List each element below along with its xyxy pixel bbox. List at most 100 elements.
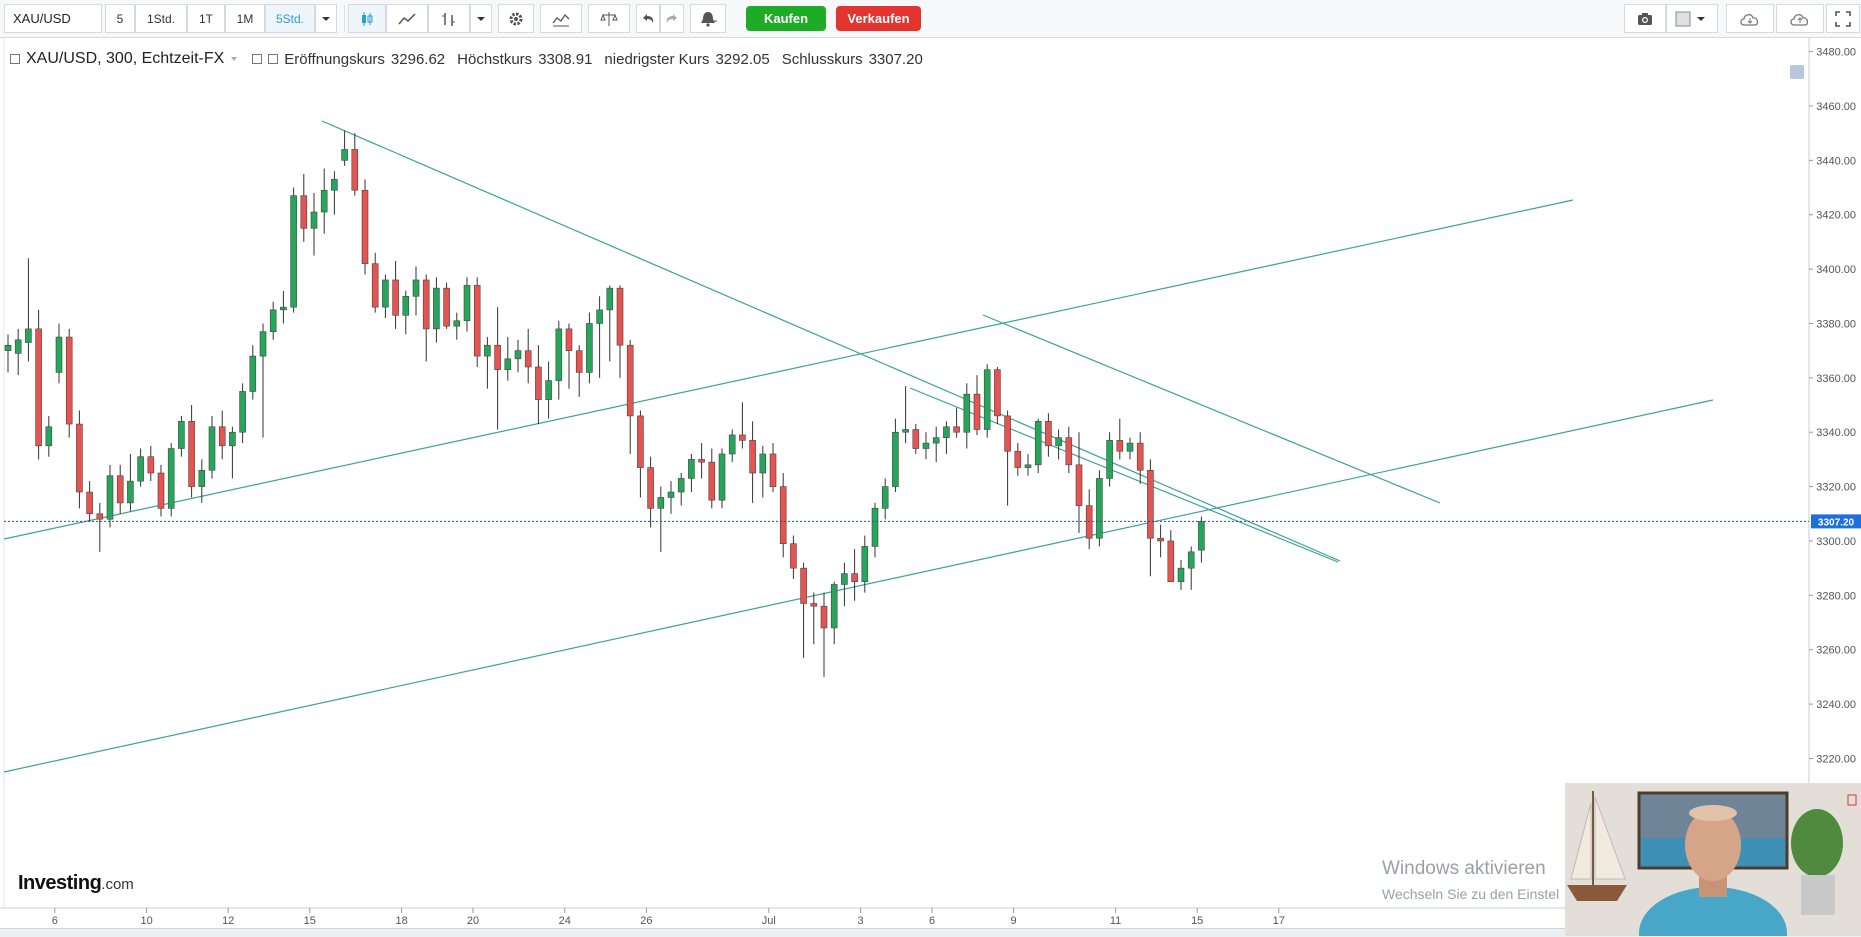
candle — [1055, 429, 1062, 460]
candle — [137, 448, 144, 487]
interval-1m-button[interactable]: 1M — [225, 4, 265, 33]
candle — [55, 323, 63, 384]
x-tick-label: 18 — [395, 915, 407, 927]
candle-body-up — [1198, 521, 1205, 551]
undo-button[interactable] — [636, 4, 660, 33]
candle — [1065, 426, 1073, 473]
high-value: 3308.91 — [538, 50, 593, 68]
interval-5-button[interactable]: 5 — [105, 4, 135, 33]
investing-logo: Investing.com — [18, 872, 134, 895]
settings-small-icon[interactable] — [268, 54, 279, 64]
candle-body-down — [147, 456, 155, 474]
y-tick-label: 3460.00 — [1816, 101, 1856, 113]
candle-body-up — [259, 331, 267, 357]
interval-5h-button[interactable]: 5Std. — [265, 4, 315, 33]
line-chart-icon — [398, 12, 416, 24]
interval-dropdown-button[interactable] — [315, 4, 337, 33]
candle-body-down — [86, 491, 93, 515]
cloud-save-button[interactable] — [1776, 4, 1824, 33]
bar-style-button[interactable] — [428, 4, 470, 33]
candle — [229, 426, 236, 479]
y-tick-label: 3220.00 — [1816, 753, 1856, 765]
interval-1h-button[interactable]: 1Std. — [135, 4, 187, 33]
indicators-icon — [552, 13, 570, 26]
candle — [1177, 560, 1185, 590]
x-tick-label: 12 — [222, 915, 234, 927]
price-chart[interactable]: 3180.003200.003220.003240.003260.003280.… — [0, 38, 1861, 928]
candle — [739, 402, 746, 449]
candle — [1085, 489, 1093, 550]
color-picker-button[interactable] — [1666, 4, 1718, 33]
candle-body-up — [137, 456, 144, 482]
bar-style-icon — [442, 12, 455, 26]
snapshot-button[interactable] — [1624, 4, 1666, 33]
candle-body-down — [790, 543, 797, 569]
alert-icon — [701, 11, 717, 27]
candle-body-down — [1004, 415, 1011, 452]
compare-button[interactable] — [588, 4, 630, 33]
candle-body-up — [178, 421, 185, 449]
candle — [769, 443, 777, 493]
candle — [677, 473, 685, 506]
settings-icon — [509, 12, 523, 25]
candle-body-up — [555, 328, 563, 381]
candle-body-down — [820, 605, 828, 629]
candle — [759, 445, 767, 498]
color-square-icon — [1675, 11, 1691, 26]
candle — [35, 309, 42, 460]
style-dropdown-button[interactable] — [470, 4, 492, 33]
y-tick-label: 3320.00 — [1816, 482, 1856, 494]
trendline-descending-major[interactable] — [321, 120, 1341, 562]
candle — [45, 415, 53, 457]
candle-body-up — [963, 393, 971, 433]
redo-button[interactable] — [660, 4, 684, 33]
presenter-video — [1565, 783, 1861, 936]
candle — [320, 168, 328, 234]
trendline-channel-upper[interactable] — [3, 199, 1574, 540]
candle-body-up — [412, 279, 420, 297]
candle — [943, 421, 950, 454]
buy-button[interactable]: Kaufen — [746, 6, 826, 31]
candle — [494, 307, 501, 430]
candle-body-down — [188, 421, 195, 487]
settings-button[interactable] — [498, 4, 534, 33]
candle — [637, 410, 644, 498]
candle-body-down — [698, 459, 705, 463]
visibility-icon[interactable] — [252, 54, 263, 64]
candle-body-down — [769, 453, 777, 487]
candle-body-down — [1167, 540, 1175, 583]
candle-body-down — [851, 573, 858, 583]
alert-button[interactable] — [690, 4, 726, 33]
line-style-button[interactable] — [386, 4, 428, 33]
candle — [4, 334, 12, 373]
y-tick-label: 3300.00 — [1816, 536, 1856, 548]
y-tick-label: 3440.00 — [1816, 155, 1856, 167]
fullscreen-button[interactable] — [1826, 4, 1860, 33]
chevron-down-icon[interactable] — [230, 55, 238, 63]
high-label: Höchstkurs — [457, 50, 533, 68]
x-tick-label: 11 — [1110, 915, 1121, 927]
candles-style-button[interactable] — [348, 4, 386, 33]
candle-body-down — [96, 513, 104, 520]
candle-body-up — [1096, 478, 1103, 539]
interval-1d-button[interactable]: 1T — [187, 4, 225, 33]
cloud-upload-icon — [1790, 13, 1809, 26]
trendline-short-lower[interactable] — [909, 387, 1339, 563]
collapse-legend-icon[interactable] — [10, 54, 20, 64]
sell-button[interactable]: Verkaufen — [836, 6, 921, 31]
candle-body-down — [637, 415, 644, 468]
price-axis: 3180.003200.003220.003240.003260.003280.… — [1809, 47, 1856, 874]
candle — [412, 266, 420, 316]
info-icon[interactable] — [1790, 65, 1804, 79]
candle — [351, 133, 359, 196]
cloud-load-button[interactable] — [1726, 4, 1774, 33]
symbol-search-input[interactable]: XAU/USD — [4, 4, 102, 33]
indicators-button[interactable] — [540, 4, 582, 33]
trendline-short-upper[interactable] — [982, 314, 1441, 504]
last-price-badge: 3307.20 — [1811, 514, 1861, 529]
trendlines[interactable] — [3, 120, 1714, 773]
candle — [841, 562, 848, 607]
candle-body-down — [392, 279, 399, 316]
trendline-channel-lower[interactable] — [3, 399, 1714, 773]
compare-icon — [600, 11, 618, 26]
